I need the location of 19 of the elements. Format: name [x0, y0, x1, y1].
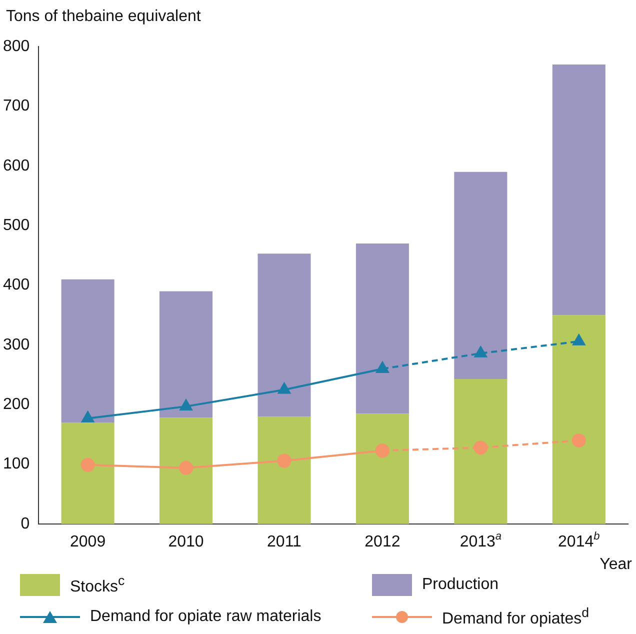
x-tick-label: 2009 — [70, 533, 106, 550]
legend-label: Production — [422, 576, 498, 594]
y-tick-label: 0 — [20, 515, 30, 532]
x-axis-title: Year — [600, 556, 632, 574]
y-tick-label: 100 — [2, 456, 30, 473]
x-tick-label: 2012 — [364, 533, 400, 550]
y-tick-label: 400 — [2, 276, 30, 294]
y-tick-label: 300 — [2, 336, 30, 354]
y-tick-label: 500 — [2, 217, 30, 234]
legend-label: Stocks$^{c}$ — [70, 573, 125, 597]
y-axis-title: Tons of thebaine equivalent — [6, 8, 201, 26]
y-tick-label: 200 — [2, 396, 30, 414]
y-tick-label: 800 — [2, 38, 30, 56]
y-tick-label: 700 — [2, 98, 30, 115]
x-tick-label: 2010 — [168, 533, 204, 550]
legend-label: Demand for opiates$^{d}$ — [442, 605, 590, 629]
legend-label: Demand for opiate raw materials — [90, 608, 322, 626]
y-tick-label: 600 — [2, 157, 30, 174]
x-tick-label: 2011 — [267, 533, 302, 550]
